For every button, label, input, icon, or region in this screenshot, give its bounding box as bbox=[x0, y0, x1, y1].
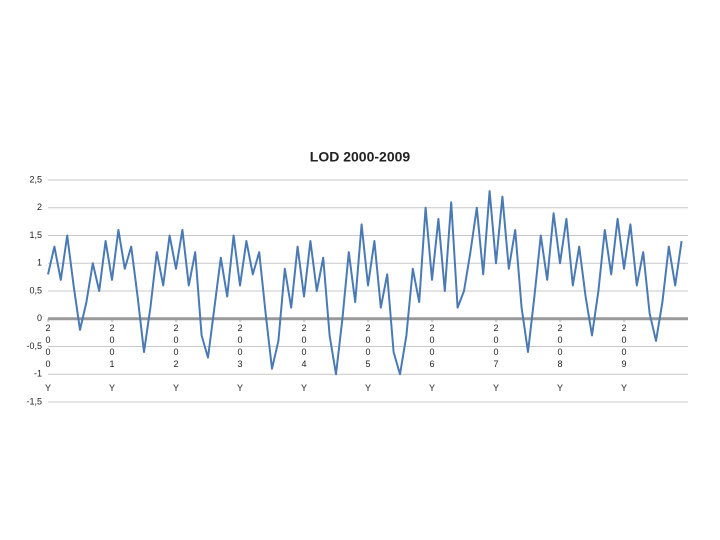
x-tick-label: 2007 Y bbox=[491, 323, 501, 395]
y-tick-label: 0,5 bbox=[29, 285, 42, 295]
y-tick-label: -1 bbox=[34, 369, 42, 379]
x-tick-label: 2006 Y bbox=[427, 323, 437, 395]
y-tick-label: 0 bbox=[37, 313, 42, 323]
x-tick-label: 2005 Y bbox=[363, 323, 373, 395]
x-tick-label: 2001 Y bbox=[107, 323, 117, 395]
x-tick-label: 2008 Y bbox=[555, 323, 565, 395]
y-tick-label: -0,5 bbox=[26, 341, 42, 351]
y-tick-label: -1,5 bbox=[26, 396, 42, 406]
data-line bbox=[47, 190, 683, 376]
y-tick-label: 2 bbox=[37, 202, 42, 212]
x-tick-label: 2002 Y bbox=[171, 323, 181, 395]
y-tick-label: 1,5 bbox=[29, 230, 42, 240]
x-tick-label: 2000 Y bbox=[43, 323, 53, 395]
y-tick-label: 1 bbox=[37, 258, 42, 268]
x-tick-label: 2004 Y bbox=[299, 323, 309, 395]
x-tick-label: 2009 Y bbox=[619, 323, 629, 395]
chart-title: LOD 2000-2009 bbox=[310, 149, 411, 165]
y-tick-label: 2,5 bbox=[29, 174, 42, 184]
x-tick-label: 2003 Y bbox=[235, 323, 245, 395]
